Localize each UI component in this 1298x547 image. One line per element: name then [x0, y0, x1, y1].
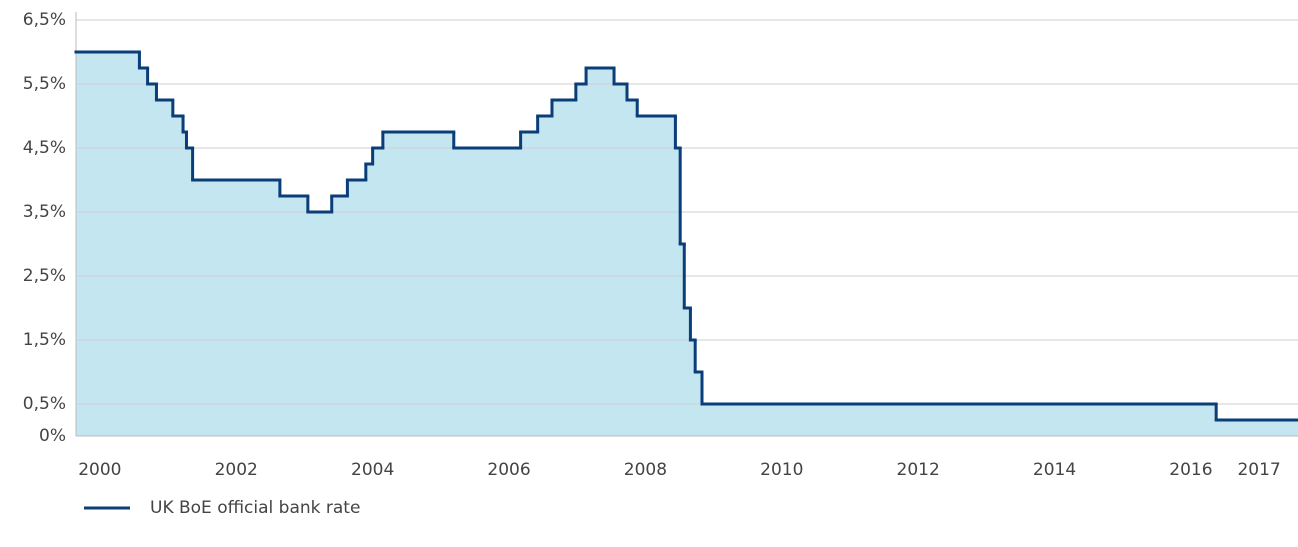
area — [186, 148, 194, 436]
area — [156, 100, 174, 436]
y-tick-label: 0% — [39, 426, 66, 446]
area — [365, 164, 374, 436]
x-tick-label: 2002 — [215, 460, 258, 480]
area — [307, 212, 333, 436]
area — [347, 180, 367, 436]
area — [702, 404, 1217, 436]
area — [684, 308, 691, 436]
x-tick-label: 2014 — [1033, 460, 1076, 480]
area — [76, 52, 140, 436]
area — [453, 148, 522, 436]
area — [575, 84, 587, 436]
area — [382, 132, 455, 436]
x-tick-label: 2016 — [1169, 460, 1212, 480]
x-tick-label: 2000 — [78, 460, 121, 480]
area — [279, 196, 309, 436]
area — [614, 84, 628, 436]
area — [192, 180, 281, 436]
legend-label: UK BoE official bank rate — [150, 498, 360, 518]
x-tick-label: 2008 — [624, 460, 667, 480]
area — [139, 68, 149, 436]
area — [690, 340, 696, 436]
area — [183, 132, 187, 436]
area — [331, 196, 348, 436]
y-tick-label: 6,5% — [23, 10, 66, 30]
x-tick-label: 2006 — [487, 460, 530, 480]
area — [1216, 420, 1298, 436]
y-tick-label: 0,5% — [23, 394, 66, 414]
area — [147, 84, 157, 436]
area — [520, 132, 539, 436]
x-tick-label: 2004 — [351, 460, 394, 480]
area — [372, 148, 384, 436]
y-tick-label: 4,5% — [23, 138, 66, 158]
y-tick-label: 1,5% — [23, 330, 66, 350]
y-tick-label: 5,5% — [23, 74, 66, 94]
y-tick-label: 2,5% — [23, 266, 66, 286]
area — [551, 100, 577, 436]
area — [586, 68, 615, 436]
area — [626, 100, 638, 436]
x-tick-label: 2012 — [897, 460, 940, 480]
x-tick-label: 2017 — [1237, 460, 1280, 480]
area — [675, 148, 681, 436]
y-tick-label: 3,5% — [23, 202, 66, 222]
x-tick-label: 2010 — [760, 460, 803, 480]
